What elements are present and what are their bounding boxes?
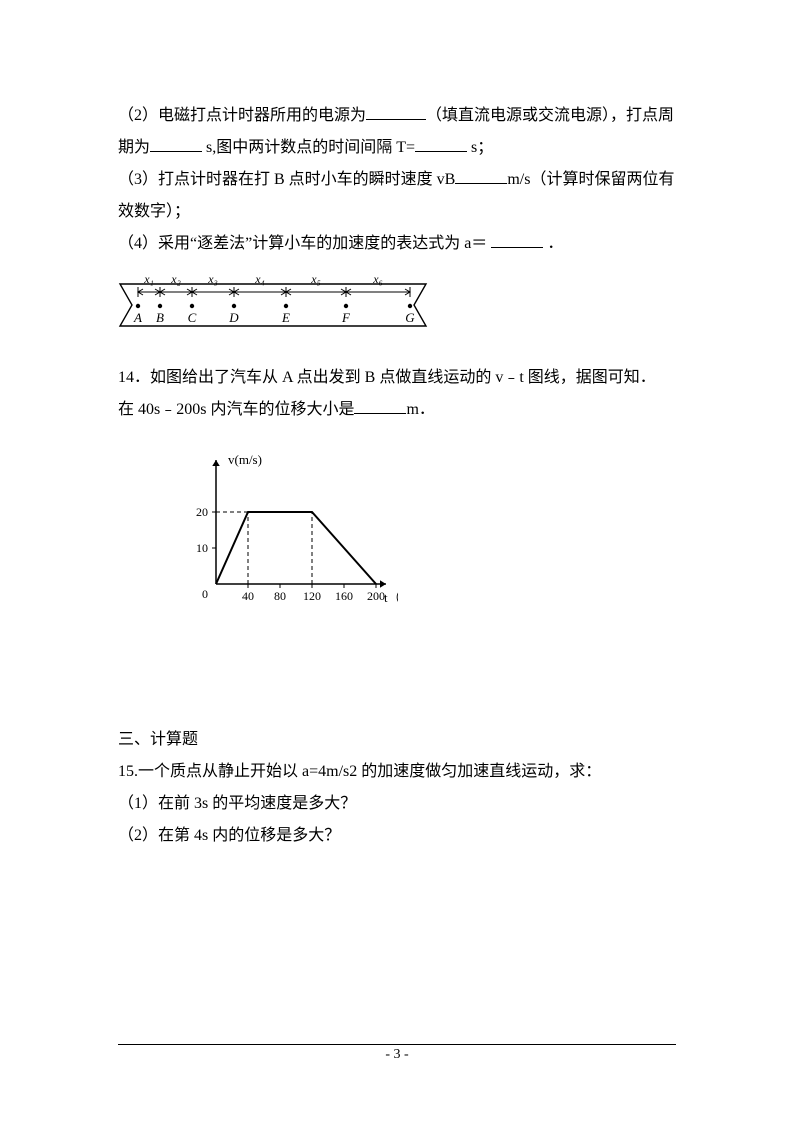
- svg-text:160: 160: [335, 589, 353, 603]
- svg-text:B: B: [156, 310, 164, 325]
- q14-line2: 在 40s﹣200s 内汽车的位移大小是 m．: [118, 394, 676, 426]
- svg-text:x₂: x₂: [170, 272, 181, 286]
- vt-chart: 408012016020010200v(m/s)t（s）: [168, 444, 676, 626]
- svg-text:40: 40: [242, 589, 254, 603]
- text: 在 40s﹣200s 内汽车的位移大小是: [118, 401, 354, 418]
- svg-text:120: 120: [303, 589, 321, 603]
- text: s,图中两计数点的时间间隔 T=: [202, 139, 415, 156]
- q15-sub2: （2）在第 4s 内的位移是多大？: [118, 820, 676, 852]
- svg-text:t（s）: t（s）: [384, 590, 398, 605]
- svg-text:200: 200: [367, 589, 385, 603]
- svg-text:x₁: x₁: [143, 272, 154, 286]
- svg-text:x₆: x₆: [372, 272, 383, 286]
- q14-line1: 14．如图给出了汽车从 A 点出发到 B 点做直线运动的 v﹣t 图线，据图可知…: [118, 362, 676, 394]
- q15: 15.一个质点从静止开始以 a=4m/s2 的加速度做匀加速直线运动，求：: [118, 756, 676, 788]
- svg-text:v(m/s): v(m/s): [228, 452, 262, 467]
- svg-text:x₅: x₅: [310, 272, 321, 286]
- text: m．: [406, 401, 434, 418]
- blank-power-type: [366, 103, 426, 120]
- text: （3）打点计时器在打 B 点时小车的瞬时速度 vB: [118, 171, 455, 188]
- q13-part2: （2）电磁打点计时器所用的电源为（填直流电源或交流电源），打点周期为 s,图中两…: [118, 100, 676, 164]
- svg-text:x₄: x₄: [254, 272, 265, 286]
- q13-part4: （4）采用“逐差法”计算小车的加速度的表达式为 a＝ ．: [118, 228, 676, 260]
- q13-part3: （3）打点计时器在打 B 点时小车的瞬时速度 vBm/s（计算时保留两位有效数字…: [118, 164, 676, 228]
- svg-text:20: 20: [196, 505, 208, 519]
- blank-interval: [415, 135, 467, 152]
- blank-vb: [455, 167, 507, 184]
- svg-text:10: 10: [196, 541, 208, 555]
- svg-text:80: 80: [274, 589, 286, 603]
- svg-text:D: D: [228, 310, 239, 325]
- svg-text:E: E: [281, 310, 290, 325]
- text: （2）电磁打点计时器所用的电源为: [118, 107, 366, 124]
- blank-accel: [491, 231, 543, 248]
- tape-diagram: AB C D E F Gx₁ x₂ x₃ x₄ x₅ x₆: [118, 266, 676, 344]
- svg-text:G: G: [405, 310, 415, 325]
- blank-period: [150, 135, 202, 152]
- text: （4）采用“逐差法”计算小车的加速度的表达式为 a＝: [118, 235, 491, 252]
- blank-displacement: [354, 397, 406, 414]
- svg-text:A: A: [133, 310, 142, 325]
- svg-text:x₃: x₃: [207, 272, 218, 286]
- svg-text:0: 0: [202, 587, 208, 601]
- text: ．: [543, 235, 563, 252]
- q15-sub1: （1）在前 3s 的平均速度是多大？: [118, 788, 676, 820]
- svg-text:C: C: [188, 310, 197, 325]
- text: s；: [467, 139, 493, 156]
- page-number: - 3 -: [0, 1041, 794, 1069]
- section3-title: 三、计算题: [118, 724, 676, 756]
- svg-text:F: F: [341, 310, 351, 325]
